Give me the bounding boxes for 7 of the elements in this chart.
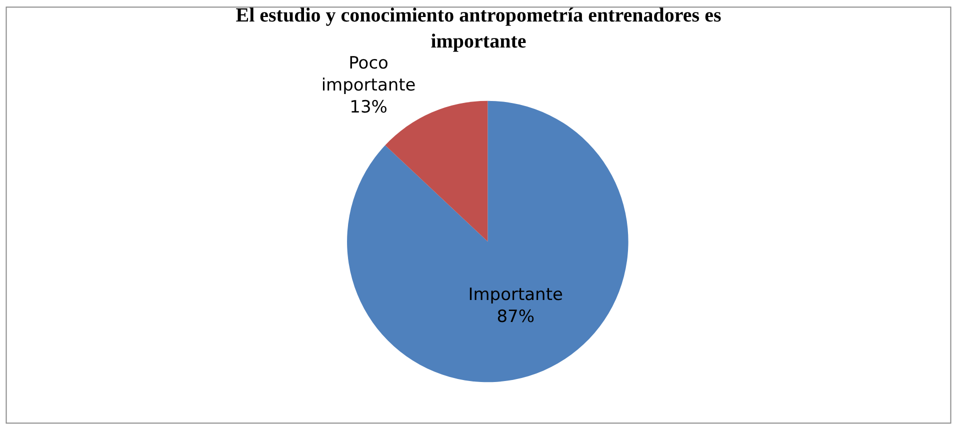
slice-label: Poco importante bbox=[321, 53, 416, 96]
data-label: 87% bbox=[496, 307, 534, 328]
chart-title: El estudio y conocimiento antropometría entrenadores es importante bbox=[236, 4, 722, 52]
slice-label: Importante bbox=[468, 284, 563, 305]
pie-slice bbox=[347, 100, 628, 382]
data-label: 13% bbox=[350, 97, 388, 118]
pie-slice bbox=[385, 100, 488, 242]
